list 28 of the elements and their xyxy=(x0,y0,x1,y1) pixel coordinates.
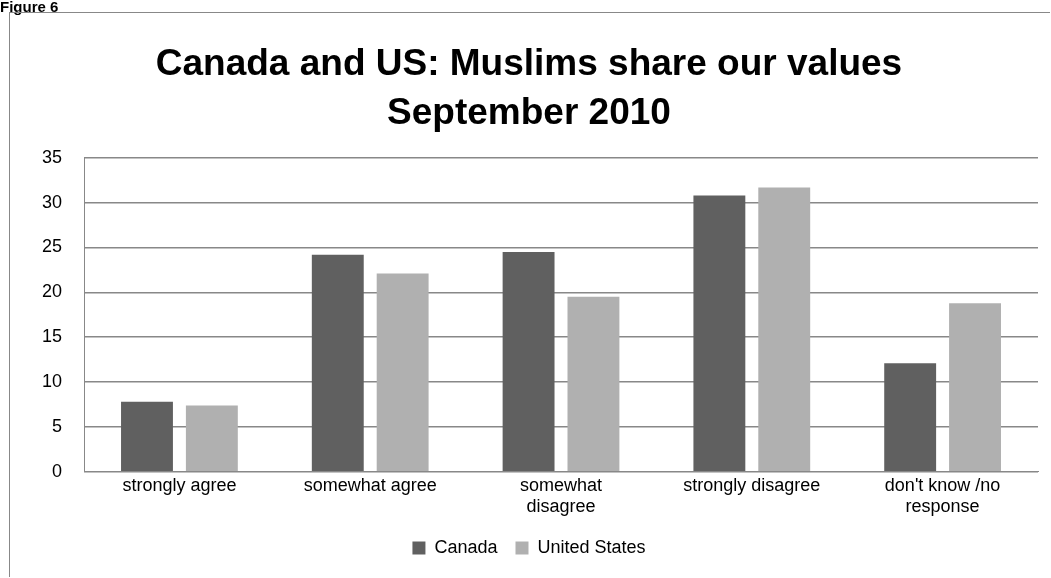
x-tick-label: don't know /no response xyxy=(884,474,1001,517)
bar xyxy=(311,254,364,472)
caption: Figure 6 xyxy=(0,0,59,15)
bar xyxy=(502,252,555,472)
y-tick-label: 15 xyxy=(41,326,63,347)
bar xyxy=(567,296,620,472)
x-tick-label: strongly disagree xyxy=(683,474,821,495)
bar xyxy=(376,273,429,472)
y-tick-label: 5 xyxy=(52,415,63,436)
legend-label: United States xyxy=(537,536,646,557)
x-tick-label: strongly agree xyxy=(122,474,237,495)
chart-title: Canada and US: Muslims share our values xyxy=(155,42,903,84)
bar xyxy=(884,363,937,472)
bar xyxy=(949,303,1001,472)
x-tick-label: somewhat disagree xyxy=(519,474,603,517)
legend-label: Canada xyxy=(434,536,499,557)
x-tick-label: somewhat agree xyxy=(303,474,437,495)
y-tick-label: 20 xyxy=(41,281,63,302)
bar xyxy=(121,401,173,472)
y-tick-label: 25 xyxy=(41,236,63,257)
chart-subtitle: September 2010 xyxy=(387,90,671,132)
y-tick-label: 10 xyxy=(41,371,63,392)
bar xyxy=(758,187,811,472)
bar xyxy=(693,195,746,472)
y-tick-label: 0 xyxy=(52,460,63,481)
y-tick-label: 35 xyxy=(41,146,63,167)
y-tick-label: 30 xyxy=(41,191,63,212)
bar xyxy=(185,405,238,472)
